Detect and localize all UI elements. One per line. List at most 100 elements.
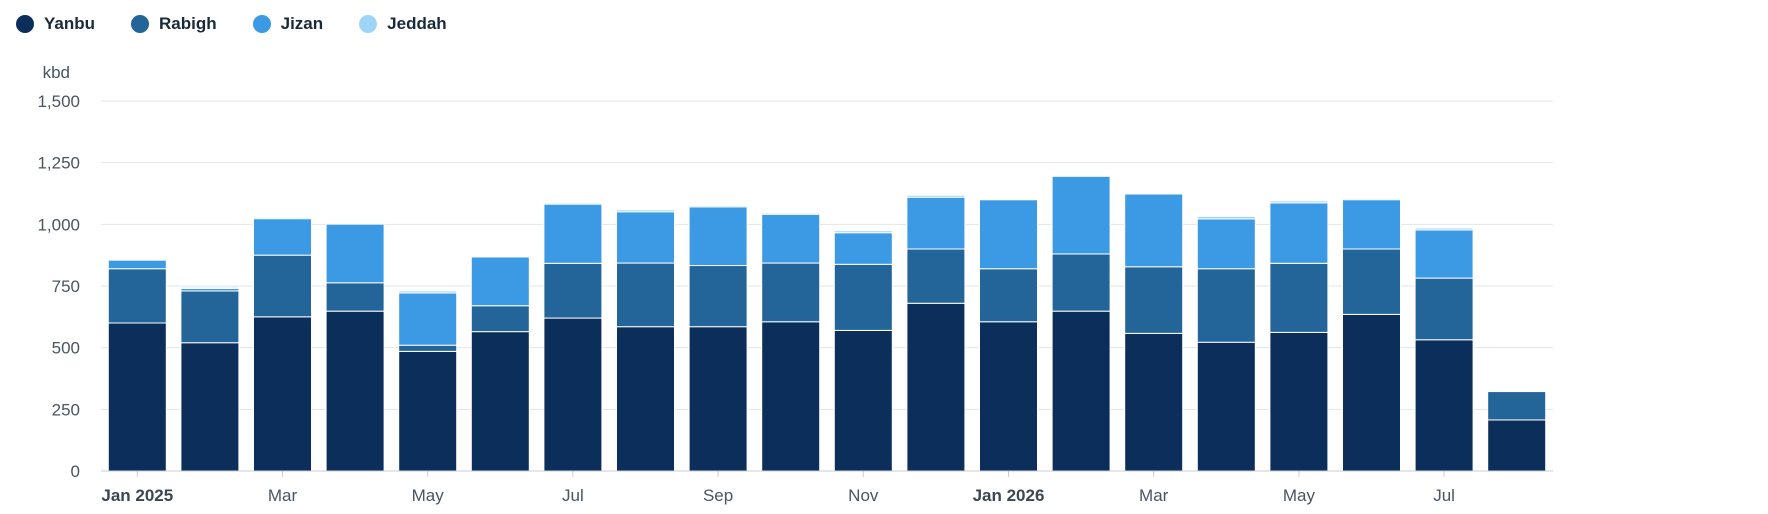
legend-marker-rabigh (131, 15, 150, 33)
bar-segment-jizan[interactable] (1124, 193, 1184, 268)
bar-segment-rabigh[interactable] (688, 265, 748, 328)
bar-segment-jizan[interactable] (470, 256, 530, 307)
bar-segment-jeddah[interactable] (325, 222, 385, 225)
bar-segment-rabigh[interactable] (325, 282, 385, 312)
bar-segment-jeddah[interactable] (1342, 197, 1401, 201)
bar-segment-jizan[interactable] (107, 259, 167, 270)
legend-marker-jizan (252, 15, 271, 33)
bar-segment-jizan[interactable] (398, 292, 458, 346)
bar-segment-rabigh[interactable] (979, 268, 1038, 323)
bar-segment-rabigh[interactable] (543, 262, 603, 319)
y-axis-unit-label: kbd (43, 63, 70, 82)
bar-segment-jeddah[interactable] (398, 290, 458, 294)
bar-segment-jeddah[interactable] (1196, 215, 1256, 220)
legend-marker-yanbu (16, 15, 34, 33)
bar-segment-jeddah[interactable] (543, 202, 603, 205)
bar-segment-yanbu[interactable] (1342, 313, 1401, 472)
bar-segment-rabigh[interactable] (470, 305, 530, 333)
bar-segment-yanbu[interactable] (1487, 419, 1547, 472)
x-tick-label: May (1283, 486, 1316, 505)
x-tick-label: Jul (562, 486, 584, 505)
bar-segment-jizan[interactable] (1051, 175, 1111, 255)
bar-segment-rabigh[interactable] (1196, 268, 1256, 343)
legend: Yanbu Rabigh Jizan Jeddah (16, 14, 447, 34)
bars (107, 175, 1547, 472)
bar-segment-yanbu[interactable] (616, 326, 675, 472)
bar-segment-yanbu[interactable] (688, 326, 748, 472)
bar-segment-rabigh[interactable] (906, 248, 966, 304)
bar-segment-jizan[interactable] (1196, 218, 1256, 270)
bar-segment-jizan[interactable] (543, 203, 603, 264)
bar-segment-rabigh[interactable] (1124, 266, 1184, 334)
bar-segment-yanbu[interactable] (180, 342, 240, 472)
x-tick-label: Mar (268, 486, 298, 505)
bar-segment-rabigh[interactable] (1487, 391, 1547, 421)
x-tick-label: May (412, 486, 445, 505)
bar-segment-yanbu[interactable] (1269, 331, 1329, 472)
bar-segment-rabigh[interactable] (1414, 277, 1474, 341)
bar-segment-yanbu[interactable] (253, 316, 312, 472)
bar-segment-rabigh[interactable] (1342, 248, 1401, 315)
bar-segment-yanbu[interactable] (833, 329, 893, 472)
bar-segment-jeddah[interactable] (253, 216, 312, 220)
bar-segment-yanbu[interactable] (470, 331, 530, 472)
bar-segment-jizan[interactable] (1342, 199, 1401, 250)
bar-segment-jeddah[interactable] (833, 230, 893, 234)
bar-segment-yanbu[interactable] (906, 302, 966, 472)
y-tick-label: 750 (52, 277, 80, 296)
bar-segment-jeddah[interactable] (180, 286, 240, 289)
y-tick-label: 250 (52, 400, 80, 419)
bar-segment-jizan[interactable] (906, 196, 966, 250)
bar-segment-rabigh[interactable] (1051, 253, 1111, 312)
bar-segment-rabigh[interactable] (253, 254, 312, 318)
bar-segment-rabigh[interactable] (180, 290, 240, 344)
legend-item-jizan[interactable]: Jizan (252, 14, 323, 34)
bar-segment-yanbu[interactable] (543, 317, 603, 472)
bar-segment-jeddah[interactable] (616, 209, 675, 213)
legend-item-yanbu[interactable]: Yanbu (16, 14, 95, 34)
bar-segment-yanbu[interactable] (1414, 339, 1474, 472)
bar-segment-rabigh[interactable] (833, 263, 893, 331)
legend-label-rabigh: Rabigh (159, 14, 217, 33)
bar-segment-rabigh[interactable] (398, 344, 458, 352)
x-tick-label: Jul (1433, 486, 1455, 505)
legend-item-jeddah[interactable]: Jeddah (359, 14, 447, 34)
y-tick-label: 1,250 (37, 154, 80, 173)
bar-segment-rabigh[interactable] (616, 262, 675, 328)
bar-segment-jeddah[interactable] (979, 198, 1038, 201)
bar-segment-jizan[interactable] (1269, 202, 1329, 264)
y-tick-label: 1,500 (37, 92, 80, 111)
bar-segment-yanbu[interactable] (107, 322, 167, 472)
bar-segment-jizan[interactable] (253, 218, 312, 256)
x-tick-label: Sep (703, 486, 733, 505)
bar-segment-jizan[interactable] (616, 211, 675, 264)
y-tick-label: 1,000 (37, 215, 80, 234)
bar-segment-rabigh[interactable] (107, 268, 167, 324)
legend-label-jeddah: Jeddah (387, 14, 447, 33)
bar-segment-jizan[interactable] (688, 206, 748, 267)
bar-segment-jizan[interactable] (979, 199, 1038, 270)
bar-segment-jeddah[interactable] (1269, 200, 1329, 204)
bar-segment-yanbu[interactable] (1051, 310, 1111, 472)
y-tick-label: 0 (71, 462, 80, 481)
bar-segment-yanbu[interactable] (398, 350, 458, 472)
bar-segment-yanbu[interactable] (979, 321, 1038, 472)
x-tick-label: Nov (848, 486, 879, 505)
bar-segment-yanbu[interactable] (325, 310, 385, 472)
bar-segment-jizan[interactable] (761, 213, 821, 264)
bar-segment-yanbu[interactable] (1124, 332, 1184, 472)
bar-segment-jeddah[interactable] (906, 194, 966, 198)
bar-segment-yanbu[interactable] (1196, 341, 1256, 472)
bar-segment-rabigh[interactable] (761, 262, 821, 323)
bar-segment-jeddah[interactable] (1414, 227, 1474, 231)
bar-segment-rabigh[interactable] (1269, 262, 1329, 333)
bar-segment-jizan[interactable] (325, 223, 385, 284)
legend-item-rabigh[interactable]: Rabigh (131, 14, 217, 34)
bar-segment-jeddah[interactable] (688, 205, 748, 208)
bar-segment-yanbu[interactable] (761, 321, 821, 472)
bar-segment-jizan[interactable] (833, 232, 893, 265)
bar-segment-jeddah[interactable] (761, 212, 821, 215)
bar-segment-jizan[interactable] (1414, 229, 1474, 279)
